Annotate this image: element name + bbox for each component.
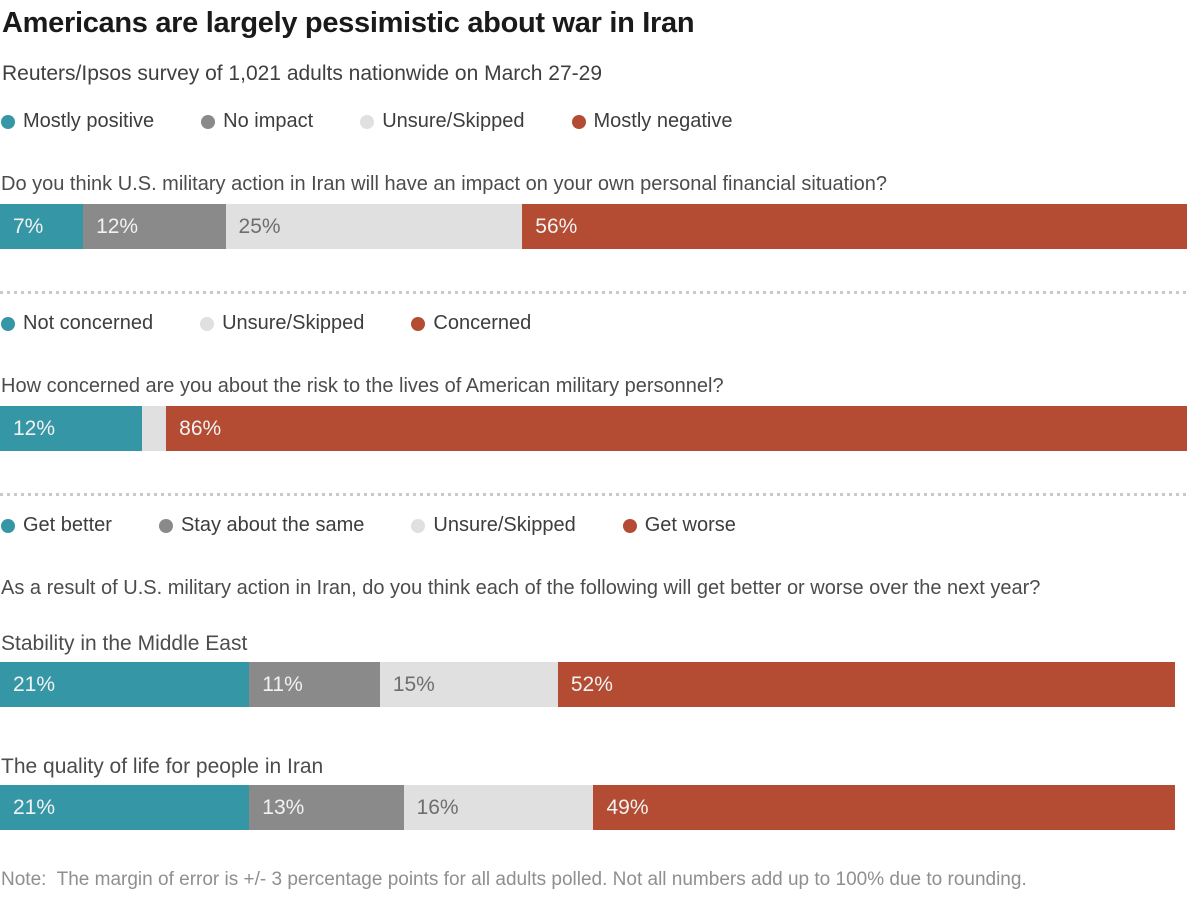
legend-label: Unsure/Skipped [222,312,365,334]
legend-row: Not concerned Unsure/Skipped Concerned [1,312,1200,335]
chart-subtitle: Reuters/Ipsos survey of 1,021 adults nat… [2,62,603,85]
stacked-bar: 12% 86% [0,406,1187,451]
legend-item: Get worse [622,514,736,537]
segment-value-label: 56% [535,214,578,238]
legend-dot-icon [158,518,173,533]
segment-value-label: 49% [606,795,649,819]
legend-item: Not concerned [1,312,153,335]
bar-segment-unsure-skipped [142,406,167,451]
segment-value-label: 52% [570,672,613,696]
dotted-divider [0,493,1190,496]
bar-segment-concerned: 86% [166,406,1187,451]
question-text: As a result of U.S. military action in I… [1,577,1041,599]
legend-item: Unsure/Skipped [411,514,576,537]
chart-body: Mostly positive No impact Unsure/Skipped Mo… [0,110,1200,830]
segment-value-label: 7% [13,214,44,238]
legend-dot-icon [200,316,215,331]
legend-item: Unsure/Skipped [200,312,364,335]
legend-dot-icon [411,518,426,533]
bar-segment-unsure-skipped: 25% [225,204,523,249]
legend-dot-icon [411,316,426,331]
legend-label: Mostly negative [593,110,733,132]
bar-group: Stability in the Middle East 21% 11% 15% 52% [0,632,1200,707]
footnote: Note: The margin of error is +/- 3 perce… [1,869,1027,890]
legend-label: Concerned [433,312,532,334]
legend-dot-icon [622,518,637,533]
legend-dot-icon [1,114,15,129]
legend-item: Mostly positive [1,110,154,133]
bar-category-label: Stability in the Middle East [1,632,248,655]
bar-segment-get-worse: 52% [557,662,1176,707]
legend-dot-icon [571,114,586,129]
bar-segment-stay-about-the-same: 13% [249,785,404,830]
legend-label: Mostly positive [23,110,155,132]
legend-item: Unsure/Skipped [360,110,525,133]
bar-segment-get-worse: 49% [593,785,1176,830]
legend-label: Unsure/Skipped [382,110,525,132]
bar-category-label: The quality of life for people in Iran [1,755,324,778]
legend-dot-icon [201,114,216,129]
segment-value-label: 86% [179,416,222,440]
question-text: Do you think U.S. military action in Ira… [1,173,887,195]
bar-segment-get-better: 21% [0,785,250,830]
bar-segment-mostly-negative: 56% [522,204,1187,249]
segment-value-label: 12% [13,416,56,440]
segment-value-label: 25% [238,214,281,238]
legend-row: Get better Stay about the same Unsure/Skip… [1,514,1200,537]
bar-segment-get-better: 21% [0,662,250,707]
bar-segment-stay-about-the-same: 11% [249,662,380,707]
legend-dot-icon [1,518,15,533]
legend-label: Not concerned [23,312,154,334]
legend-item: Get better [1,514,112,537]
legend-row: Mostly positive No impact Unsure/Skipped Mo… [1,110,1200,133]
legend-item: Mostly negative [571,110,733,133]
dotted-divider [0,291,1190,294]
bar-group: The quality of life for people in Iran 21… [0,755,1200,830]
bar-segment-unsure-skipped: 15% [379,662,558,707]
legend-item: No impact [201,110,313,133]
segment-value-label: 16% [416,795,459,819]
bar-segment-not-concerned: 12% [0,406,143,451]
legend-label: Get worse [644,514,736,536]
segment-value-label: 12% [96,214,139,238]
segment-value-label: 11% [262,672,303,696]
question-text: How concerned are you about the risk to … [1,375,724,397]
stacked-bar: 7% 12% 25% 56% [0,204,1187,249]
stacked-bar: 21% 13% 16% 49% [0,785,1187,830]
legend-item: Concerned [411,312,531,335]
legend-item: Stay about the same [158,514,365,537]
segment-value-label: 15% [392,672,435,696]
legend-label: Stay about the same [180,514,365,536]
segment-value-label: 21% [13,672,56,696]
segment-value-label: 13% [262,795,305,819]
legend-label: No impact [223,110,314,132]
legend-label: Unsure/Skipped [433,514,576,536]
page-title: Americans are largely pessimistic about … [2,7,695,39]
bar-segment-mostly-positive: 7% [0,204,84,249]
legend-dot-icon [1,316,15,331]
segment-value-label: 21% [13,795,56,819]
stacked-bar: 21% 11% 15% 52% [0,662,1187,707]
bar-segment-no-impact: 12% [83,204,226,249]
legend-label: Get better [23,514,112,536]
bar-segment-unsure-skipped: 16% [403,785,594,830]
legend-dot-icon [360,114,375,129]
